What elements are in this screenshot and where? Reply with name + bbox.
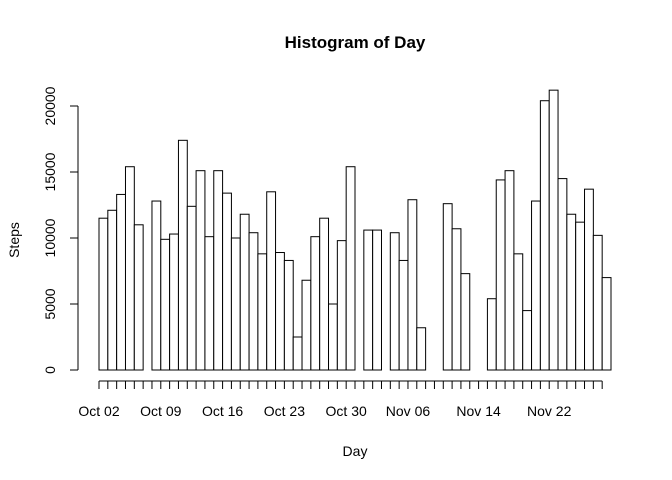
bar xyxy=(328,303,338,371)
bar xyxy=(266,191,277,371)
bar xyxy=(522,310,533,371)
bar xyxy=(310,236,321,371)
y-axis: 0 5000 10000 15000 20000 xyxy=(42,86,79,374)
bar xyxy=(486,298,497,371)
bar xyxy=(372,229,382,371)
bars xyxy=(98,89,612,371)
y-axis-label: Steps xyxy=(6,222,22,258)
bar xyxy=(416,327,427,371)
y-tick-label: 5000 xyxy=(42,288,58,319)
bar xyxy=(592,234,603,371)
bar xyxy=(204,236,215,371)
bar xyxy=(133,224,144,371)
x-tick-label: Nov 22 xyxy=(527,403,572,419)
x-tick-label: Oct 16 xyxy=(202,403,243,419)
bar xyxy=(513,253,524,371)
bar xyxy=(557,178,568,371)
bar xyxy=(531,200,541,371)
bar xyxy=(107,209,118,371)
x-tick-label: Oct 30 xyxy=(326,403,367,419)
bar xyxy=(460,273,471,371)
bar xyxy=(495,179,506,371)
bar xyxy=(345,166,356,371)
bar xyxy=(336,240,347,371)
bar xyxy=(389,232,400,371)
x-axis: Oct 02 Oct 09 Oct 16 Oct 23 Oct 30 Nov 06 Nov … xyxy=(78,380,603,419)
chart-title: Histogram of Day xyxy=(285,33,426,52)
bar xyxy=(292,336,303,371)
x-tick-label: Oct 02 xyxy=(78,403,119,419)
bar xyxy=(248,232,259,371)
bar xyxy=(575,221,586,371)
x-tick-label: Nov 06 xyxy=(386,403,431,419)
x-tick-label: Oct 09 xyxy=(140,403,181,419)
bar xyxy=(160,238,171,371)
x-tick-label: Oct 23 xyxy=(264,403,305,419)
bar xyxy=(116,193,126,371)
x-tick-label: Nov 14 xyxy=(456,403,501,419)
bar xyxy=(398,259,409,371)
y-tick-label: 10000 xyxy=(42,218,58,257)
bar xyxy=(239,213,250,371)
bar xyxy=(283,259,294,371)
bar xyxy=(601,277,612,371)
bar xyxy=(319,217,330,371)
bar xyxy=(124,166,135,371)
bar xyxy=(151,200,162,371)
bar xyxy=(451,228,462,371)
bar xyxy=(186,205,197,371)
bar xyxy=(407,199,418,371)
bar xyxy=(363,229,374,371)
bar xyxy=(275,252,285,371)
bar xyxy=(301,279,312,371)
bar xyxy=(566,213,577,371)
bar xyxy=(539,100,550,371)
bar xyxy=(195,170,206,371)
y-tick-label: 15000 xyxy=(42,152,58,191)
bar xyxy=(169,233,179,371)
bar xyxy=(230,237,241,371)
bar xyxy=(98,217,109,371)
bar xyxy=(177,139,188,371)
bar xyxy=(442,203,453,371)
bar xyxy=(213,170,224,371)
bar xyxy=(222,192,232,371)
bar xyxy=(257,253,268,371)
y-tick-label: 20000 xyxy=(42,86,58,125)
x-axis-label: Day xyxy=(343,443,368,459)
bar xyxy=(504,170,515,371)
y-tick-label: 0 xyxy=(42,366,58,374)
bar xyxy=(584,188,594,371)
bar xyxy=(548,89,559,371)
